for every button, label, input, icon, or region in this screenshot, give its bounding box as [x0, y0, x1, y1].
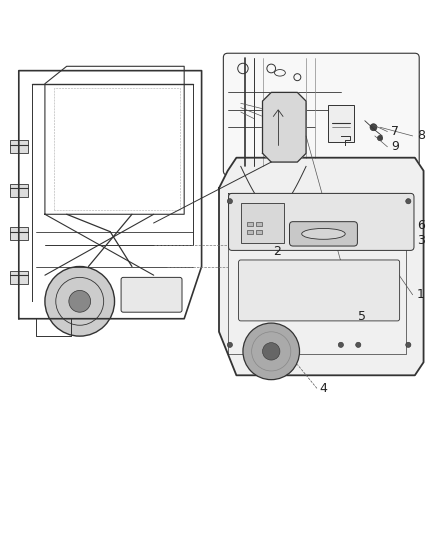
- Bar: [247, 222, 253, 227]
- FancyBboxPatch shape: [290, 222, 357, 246]
- Bar: [10, 271, 28, 284]
- Text: 9: 9: [391, 140, 399, 154]
- Ellipse shape: [302, 229, 345, 239]
- Circle shape: [243, 323, 300, 379]
- Circle shape: [406, 199, 411, 204]
- Circle shape: [356, 342, 361, 348]
- Text: 7: 7: [391, 125, 399, 138]
- Circle shape: [406, 342, 411, 348]
- Text: 4: 4: [319, 382, 327, 395]
- FancyBboxPatch shape: [239, 260, 399, 321]
- Circle shape: [227, 342, 233, 348]
- Circle shape: [69, 290, 91, 312]
- Circle shape: [338, 342, 343, 348]
- Text: 1: 1: [417, 288, 425, 301]
- Bar: [247, 230, 253, 234]
- Text: 2: 2: [273, 245, 281, 258]
- Bar: [256, 222, 261, 227]
- Circle shape: [262, 343, 280, 360]
- FancyBboxPatch shape: [223, 53, 419, 175]
- Bar: [256, 230, 261, 234]
- Text: 3: 3: [417, 234, 425, 247]
- Bar: [241, 204, 284, 243]
- FancyBboxPatch shape: [121, 277, 182, 312]
- Bar: [10, 184, 28, 197]
- Text: 6: 6: [417, 219, 425, 232]
- Circle shape: [227, 199, 233, 204]
- Text: 8: 8: [417, 130, 425, 142]
- Polygon shape: [262, 92, 306, 162]
- Circle shape: [370, 124, 377, 131]
- Circle shape: [45, 266, 115, 336]
- Polygon shape: [219, 158, 424, 375]
- Bar: [10, 140, 28, 154]
- Bar: [10, 228, 28, 240]
- Bar: [328, 106, 354, 142]
- Text: 5: 5: [358, 310, 366, 323]
- FancyBboxPatch shape: [229, 193, 414, 251]
- Circle shape: [378, 135, 383, 141]
